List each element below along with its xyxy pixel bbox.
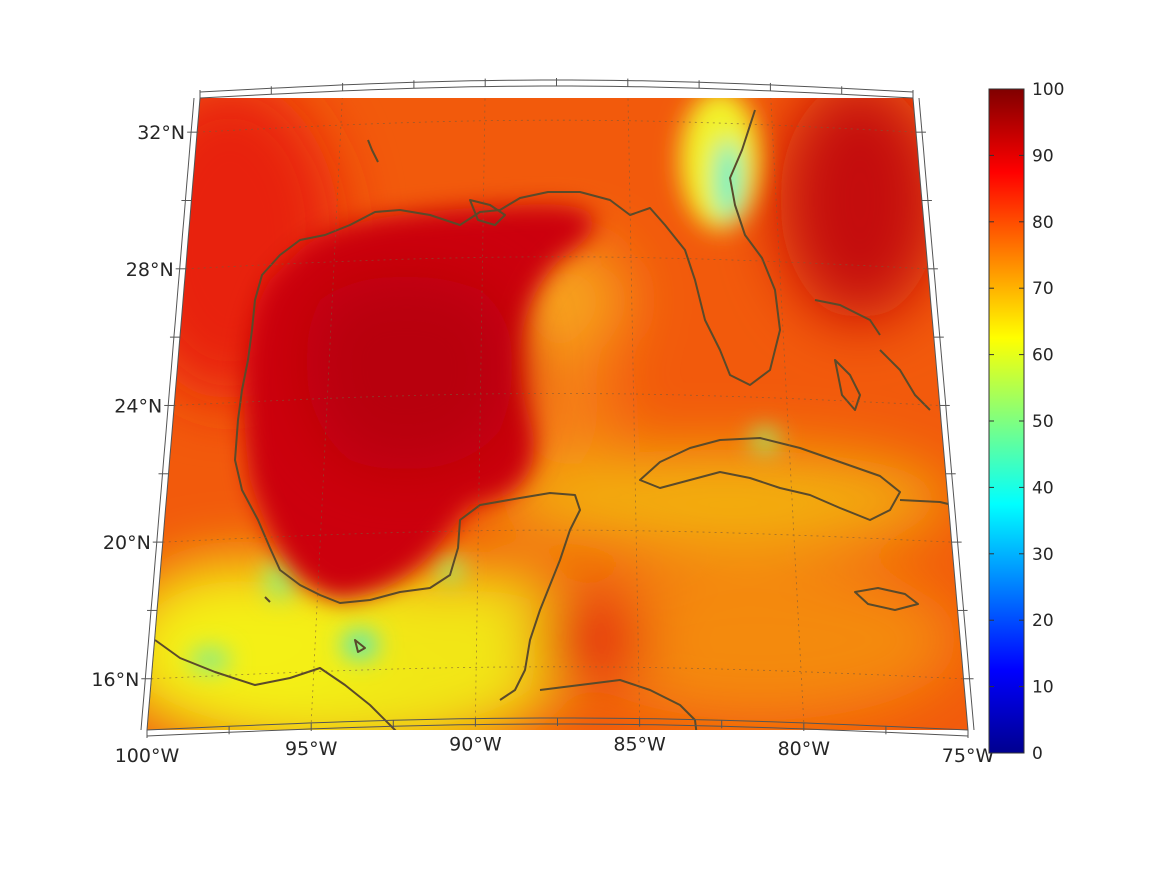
latitude-label: 24°N	[114, 396, 162, 418]
colorbar-tick-label: 30	[1032, 545, 1054, 565]
colorbar-tick-label: 70	[1032, 279, 1054, 299]
colorbar-tick-label: 0	[1032, 744, 1043, 764]
latitude-label: 32°N	[137, 122, 185, 144]
latitude-label: 20°N	[103, 532, 151, 554]
map-frame	[140, 78, 975, 738]
latitude-label: 16°N	[91, 669, 139, 691]
colorbar-tick-label: 10	[1032, 678, 1054, 698]
colorbar: 0 10 20 30 40 50 60 70 80 90 100	[988, 80, 1064, 764]
colorbar-tick-label: 20	[1032, 611, 1054, 631]
longitude-label: 75°W	[942, 745, 995, 767]
frame-edge	[918, 97, 975, 731]
longitude-labels: 100°W 95°W 90°W 85°W 80°W 75°W	[115, 734, 995, 767]
frame-edge	[199, 85, 914, 99]
colorbar-tick-label: 40	[1032, 478, 1054, 498]
colorbar-ticks: 0 10 20 30 40 50 60 70 80 90 100	[989, 80, 1064, 764]
parallel-line	[185, 256, 928, 270]
longitude-label: 85°W	[613, 734, 666, 756]
colorbar-tick-label: 100	[1032, 80, 1064, 100]
parallel-line	[174, 393, 940, 406]
longitude-label: 100°W	[115, 745, 180, 767]
colorbar-tick-label: 50	[1032, 412, 1054, 432]
map-field	[147, 98, 968, 730]
latitude-labels: 32°N 28°N 24°N 20°N 16°N	[91, 122, 185, 691]
latitude-label: 28°N	[126, 259, 174, 281]
frame-edge	[912, 97, 969, 731]
colorbar-tick-label: 90	[1032, 146, 1054, 166]
colorbar-gradient	[988, 88, 1025, 754]
coastlines	[154, 109, 966, 730]
longitude-label: 90°W	[449, 734, 502, 756]
longitude-label: 95°W	[285, 738, 338, 760]
frame-edge	[146, 97, 201, 731]
longitude-label: 80°W	[778, 738, 831, 760]
colorbar-tick-label: 80	[1032, 213, 1054, 233]
frame-edge	[140, 97, 195, 731]
colorbar-tick-label: 60	[1032, 346, 1054, 366]
